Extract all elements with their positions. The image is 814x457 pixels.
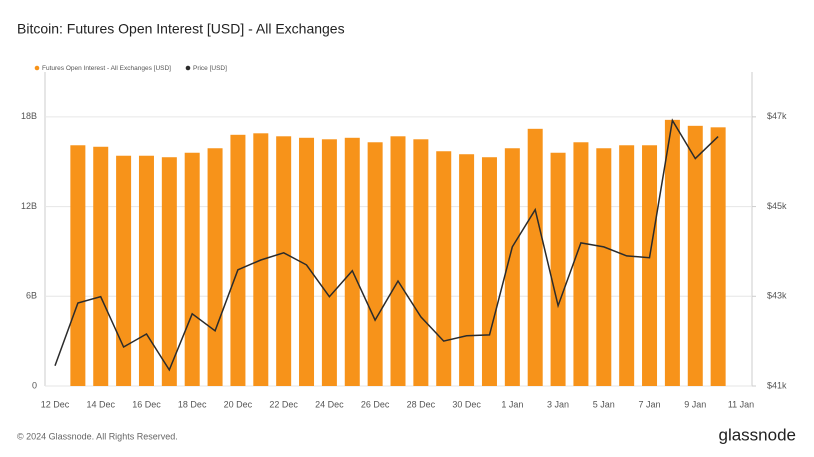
x-tick-label: 18 Dec — [178, 399, 207, 409]
footer: © 2024 Glassnode. All Rights Reserved. — [17, 431, 178, 441]
y2-tick-label: $43k — [767, 291, 787, 301]
chart-title: Bitcoin: Futures Open Interest [USD] - A… — [17, 21, 345, 37]
bar — [573, 142, 589, 386]
x-tick-label: 30 Dec — [452, 399, 481, 409]
x-tick-label: 28 Dec — [407, 399, 436, 409]
y-tick-label: 0 — [32, 380, 37, 390]
price-line — [54, 118, 719, 372]
x-tick-label: 14 Dec — [86, 399, 115, 409]
bar — [390, 136, 406, 386]
bar — [344, 137, 360, 386]
bar — [230, 134, 246, 386]
bar — [550, 152, 566, 386]
bar — [459, 154, 475, 386]
bar — [642, 145, 658, 386]
x-tick-label: 16 Dec — [132, 399, 161, 409]
legend-label: Futures Open Interest - All Exchanges [U… — [42, 65, 171, 72]
y2-tick-label: $41k — [767, 380, 787, 390]
x-tick-label: 9 Jan — [684, 399, 706, 409]
legend-label: Price [USD] — [193, 65, 227, 72]
legend-marker — [185, 65, 191, 71]
x-tick-label: 24 Dec — [315, 399, 344, 409]
x-tick-label: 7 Jan — [639, 399, 661, 409]
x-tick-label: 5 Jan — [593, 399, 615, 409]
bar — [481, 157, 497, 386]
bar — [596, 148, 612, 386]
y-tick-label: 18B — [21, 111, 37, 121]
bar — [207, 148, 223, 386]
bar — [116, 155, 132, 386]
x-tick-label: 22 Dec — [269, 399, 298, 409]
bar — [664, 119, 680, 386]
bar — [710, 127, 726, 387]
bar — [619, 145, 635, 386]
x-tick-label: 11 Jan — [728, 399, 754, 409]
bar — [321, 139, 337, 386]
y-tick-label: 6B — [26, 291, 37, 301]
bar — [413, 139, 429, 386]
x-tick-label: 26 Dec — [361, 399, 390, 409]
bar — [367, 142, 383, 386]
y2-tick-label: $47k — [767, 111, 787, 121]
bar — [299, 137, 315, 386]
bar — [436, 151, 452, 386]
bar — [70, 145, 86, 386]
y-tick-label: 12B — [21, 201, 37, 211]
bar — [504, 148, 520, 386]
x-tick-label: 3 Jan — [547, 399, 569, 409]
bar — [276, 136, 292, 386]
bar — [527, 128, 543, 387]
x-tick-label: 12 Dec — [41, 399, 70, 409]
bar — [93, 146, 109, 386]
bar — [161, 157, 177, 386]
x-tick-label: 20 Dec — [224, 399, 253, 409]
y2-tick-label: $45k — [767, 201, 787, 211]
x-tick-label: 1 Jan — [501, 399, 523, 409]
bar — [138, 155, 154, 386]
legend-marker — [34, 65, 40, 71]
bar — [184, 152, 200, 386]
brand-logo: glassnode — [718, 425, 796, 444]
bar — [687, 125, 703, 386]
